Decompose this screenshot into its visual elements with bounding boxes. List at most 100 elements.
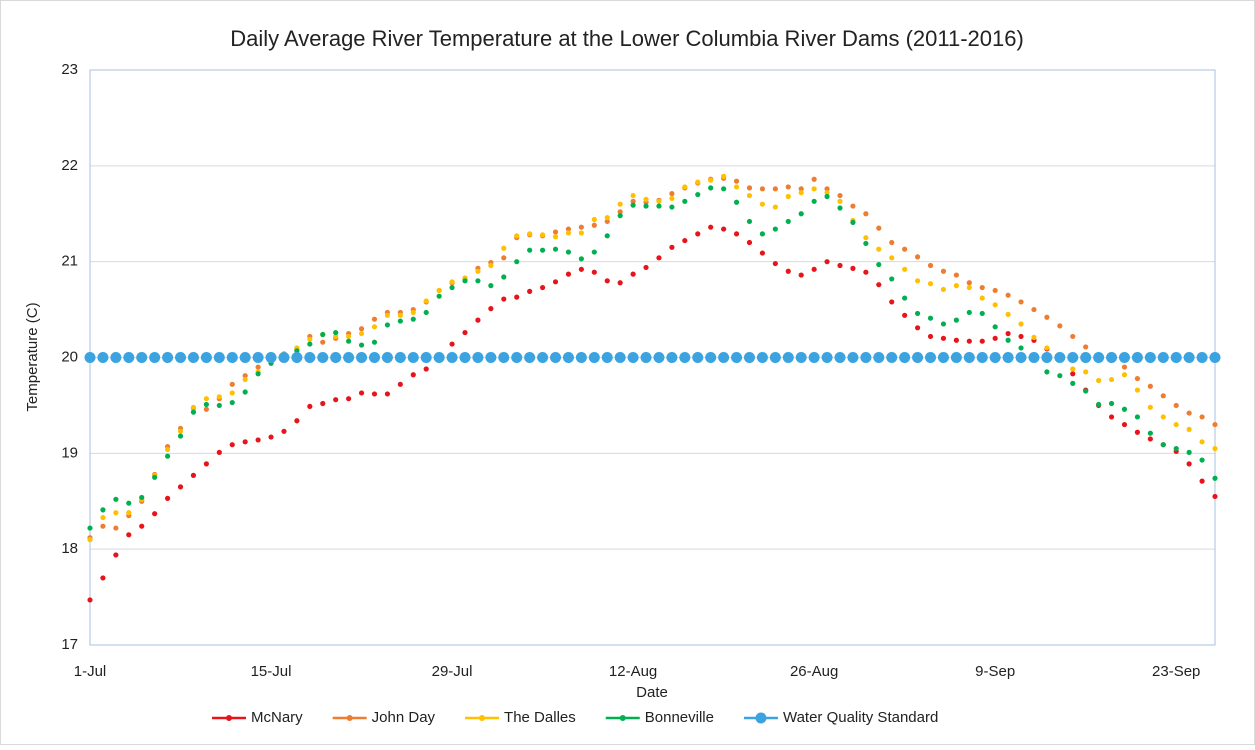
data-point [100, 523, 106, 529]
legend-label: John Day [372, 709, 436, 726]
data-point [252, 352, 264, 363]
data-point [1121, 372, 1128, 378]
data-point [488, 283, 494, 289]
data-point [358, 330, 365, 337]
data-point [126, 510, 132, 516]
data-point [617, 201, 623, 207]
data-point [630, 271, 636, 277]
data-point [682, 237, 688, 244]
data-point [307, 341, 313, 347]
data-point [397, 381, 403, 387]
data-point [1080, 352, 1092, 363]
data-point [630, 192, 636, 199]
data-point [537, 352, 549, 363]
data-point [953, 337, 959, 343]
data-point [811, 266, 817, 272]
data-point [834, 352, 846, 363]
data-point [759, 186, 766, 192]
data-point [539, 284, 546, 291]
data-point [1005, 311, 1011, 317]
data-point [229, 381, 235, 387]
data-point [798, 211, 804, 217]
data-point [591, 269, 597, 275]
data-point [601, 352, 613, 363]
data-point [617, 280, 623, 286]
data-point [950, 352, 962, 363]
data-point [239, 352, 251, 363]
data-point [462, 278, 468, 284]
data-point [97, 352, 109, 363]
data-point [1160, 442, 1166, 448]
data-point [281, 428, 287, 434]
data-point [953, 283, 959, 289]
data-point [1147, 404, 1153, 410]
data-point [1018, 333, 1024, 340]
data-point [746, 239, 753, 246]
data-point [837, 205, 843, 211]
data-point [1031, 306, 1037, 313]
data-point [979, 295, 985, 301]
data-point [578, 266, 584, 272]
data-point [475, 278, 481, 284]
data-point [333, 333, 339, 340]
data-point [346, 338, 352, 344]
data-point [824, 193, 830, 200]
data-point [213, 352, 225, 363]
data-point [1044, 345, 1050, 351]
data-point [139, 494, 145, 501]
chart-title: Daily Average River Temperature at the L… [230, 26, 1024, 51]
data-point [371, 339, 378, 345]
data-point [578, 230, 584, 236]
data-point [682, 184, 688, 190]
data-point [902, 246, 908, 252]
data-point [1005, 292, 1011, 298]
data-point [255, 437, 261, 443]
data-point [772, 186, 778, 192]
data-point [242, 373, 248, 379]
data-point [1018, 345, 1024, 351]
data-point [837, 198, 843, 204]
data-point [811, 186, 817, 192]
data-point [1186, 449, 1192, 455]
data-point [552, 246, 559, 252]
data-point [255, 371, 261, 377]
data-point [1199, 457, 1205, 463]
data-point [565, 230, 572, 236]
data-point [769, 352, 781, 363]
data-point [1018, 321, 1024, 327]
data-point [126, 532, 132, 538]
data-point [669, 191, 675, 197]
data-point [785, 268, 791, 274]
data-point [591, 249, 597, 255]
data-point [511, 352, 523, 363]
y-tick-label: 20 [61, 348, 78, 365]
data-point [1199, 478, 1205, 484]
data-point [966, 309, 972, 316]
y-tick-label: 22 [61, 157, 78, 174]
data-point [550, 352, 562, 363]
data-point [100, 575, 106, 581]
data-point [1212, 475, 1218, 481]
data-point [268, 434, 274, 440]
x-tick-label: 29-Jul [432, 663, 473, 680]
data-point [255, 364, 261, 370]
data-point [1160, 393, 1166, 399]
data-point [394, 352, 406, 363]
data-point [1028, 352, 1040, 363]
data-point [113, 552, 119, 558]
y-axis-label: Temperature (C) [24, 302, 41, 411]
data-point [782, 352, 794, 363]
data-point [912, 352, 924, 363]
data-point [889, 255, 895, 261]
data-point [1054, 352, 1066, 363]
data-point [330, 352, 342, 363]
y-tick-label: 18 [61, 540, 78, 557]
data-point [733, 199, 740, 205]
data-point [759, 201, 766, 207]
data-point [177, 484, 184, 490]
data-point [860, 352, 872, 363]
data-point [679, 352, 691, 363]
data-point [746, 192, 753, 199]
data-point [733, 231, 740, 237]
